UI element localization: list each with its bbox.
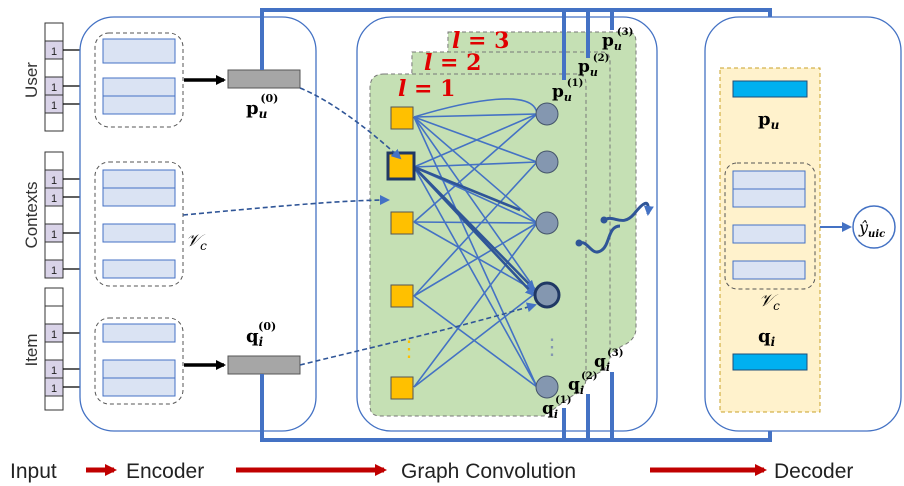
qi3-label: qi(3) [594,348,624,374]
input-label-item: Item [22,333,41,366]
one-hot-contexts-values: 1 1 1 1 [51,175,57,277]
pipeline-stage-decoder: Decoder [774,460,853,483]
embedding-row [102,187,176,207]
graph-edges [413,98,538,388]
embedding-row [102,38,176,64]
qi0-label: qi(0) [246,320,276,349]
propagation-curls [579,201,654,254]
graph-node-selected [533,281,561,309]
pu1-label: pu(1) [552,78,583,104]
embedding-row [102,77,176,97]
one-value: 1 [51,265,57,277]
embedding-row [102,377,176,397]
embedding-row [732,260,806,280]
embedding-row [732,224,806,244]
graph-node [390,211,414,235]
one-hot-user-values: 1 1 1 [51,46,57,112]
pu3-label: pu(3) [602,27,633,53]
qi0-vector [227,355,301,375]
embedding-row [102,323,176,343]
qi-final-vector [732,353,808,371]
one-hot-item [44,287,64,411]
initialization-arrows [182,87,537,366]
user-item-nodes [533,102,561,399]
graph-nodes-ellipsis: ⋮ [541,335,563,360]
prediction-node [852,205,896,249]
graph-edges-highlighted [413,165,536,297]
item-embedding-group [94,317,184,405]
embedding-row [102,95,176,115]
pu-final-label: pu [758,109,780,132]
graph-node [535,375,559,399]
pipeline-stage-graph-convolution: Graph Convolution [401,460,576,483]
one-hot-item-values: 1 1 1 [51,329,57,395]
graph-node [390,106,414,130]
one-hot-contexts [44,151,64,279]
embedding-row [732,170,806,190]
embedding-row [102,223,176,243]
decoder-context-group [724,162,816,290]
one-hot-user [44,22,64,132]
embedding-row [102,169,176,189]
input-label-user: User [22,62,41,98]
one-value: 1 [51,193,57,205]
qi2-label: qi(2) [568,371,598,397]
context-embedding-group [94,161,184,287]
graph-node [535,102,559,126]
one-value: 1 [51,329,57,341]
pipeline-stage-encoder: Encoder [126,460,204,483]
one-value: 1 [51,82,57,94]
embedding-row [102,359,176,379]
layer-1-label: l = 1 [398,76,455,102]
qi-final-label: qi [758,326,776,349]
context-nodes [386,106,416,400]
prediction-label: ŷuic [858,218,885,240]
graph-node [535,211,559,235]
one-value: 1 [51,229,57,241]
pipeline-stage-input: Input [10,460,57,483]
curl-anchor [575,239,583,247]
graph-node-selected [386,151,416,181]
context-nodes-ellipsis: ⋮ [398,337,420,362]
embedding-row [102,259,176,279]
pu2-label: pu(2) [578,53,609,79]
one-value: 1 [51,100,57,112]
one-value: 1 [51,365,57,377]
layer-2-label: l = 2 [424,50,481,76]
pu-final-vector [732,80,808,98]
graph-node [535,150,559,174]
pu0-vector [227,69,301,89]
graph-node [390,376,414,400]
pu0-label: pu(0) [246,92,278,121]
one-value: 1 [51,383,57,395]
input-label-contexts: Contexts [22,181,41,248]
embedding-row [732,188,806,208]
layer-3-label: l = 3 [452,28,509,54]
curl-anchor [600,216,608,224]
user-embedding-group [94,32,184,128]
one-value: 1 [51,175,57,187]
qi1-label: qi(1) [542,395,572,421]
one-value: 1 [51,46,57,58]
graph-node [390,284,414,308]
